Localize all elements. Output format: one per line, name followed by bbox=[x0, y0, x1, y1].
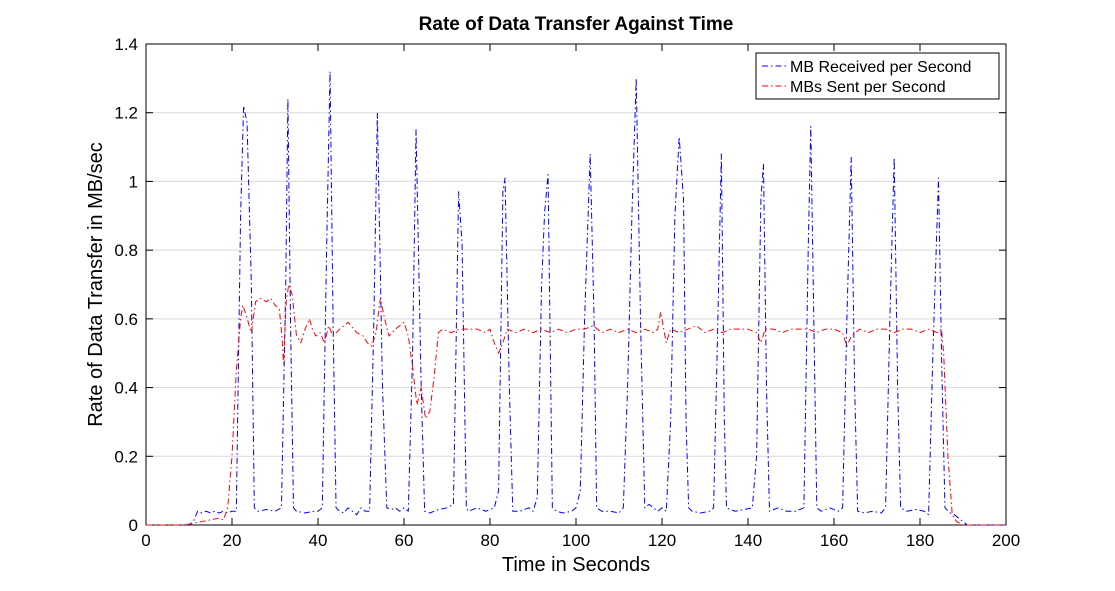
axis-ticks: 0 0.2 0.4 0.6 0.8 1 1.2 1.4 0 20 40 60 80 100 120 140 16… bbox=[114, 35, 1020, 550]
x-tick-label: 180 bbox=[906, 531, 934, 550]
y-tick-label: 0.2 bbox=[114, 447, 138, 466]
series-lines bbox=[146, 70, 1006, 526]
x-tick-label: 200 bbox=[992, 531, 1020, 550]
x-tick-label: 20 bbox=[223, 531, 242, 550]
x-axis-label: Time in Seconds bbox=[502, 554, 650, 576]
series-line-received bbox=[146, 70, 1006, 526]
x-tick-label: 40 bbox=[309, 531, 328, 550]
x-tick-label: 140 bbox=[734, 531, 762, 550]
x-tick-label: 100 bbox=[562, 531, 590, 550]
chart-title: Rate of Data Transfer Against Time bbox=[419, 14, 734, 35]
x-tick-label: 0 bbox=[141, 531, 150, 550]
x-tick-label: 160 bbox=[820, 531, 848, 550]
y-axis-label: Rate of Data Transfer in MB/sec bbox=[85, 142, 107, 427]
y-tick-label: 1 bbox=[129, 172, 138, 191]
x-tick-label: 80 bbox=[481, 531, 500, 550]
y-tick-label: 1.4 bbox=[114, 35, 138, 54]
legend: MB Received per Second MBs Sent per Secon… bbox=[755, 52, 1000, 100]
x-tick-label: 120 bbox=[648, 531, 676, 550]
legend-entry: MB Received per Second bbox=[790, 59, 971, 76]
legend-entry: MBs Sent per Second bbox=[790, 79, 946, 96]
y-tick-label: 1.2 bbox=[114, 104, 138, 123]
series-line-sent bbox=[146, 284, 1006, 526]
y-tick-label: 0.4 bbox=[114, 379, 138, 398]
y-tick-label: 0 bbox=[129, 516, 138, 535]
legend-box bbox=[755, 52, 1000, 100]
y-tick-label: 0.8 bbox=[114, 241, 138, 260]
x-tick-label: 60 bbox=[395, 531, 414, 550]
y-tick-label: 0.6 bbox=[114, 310, 138, 329]
